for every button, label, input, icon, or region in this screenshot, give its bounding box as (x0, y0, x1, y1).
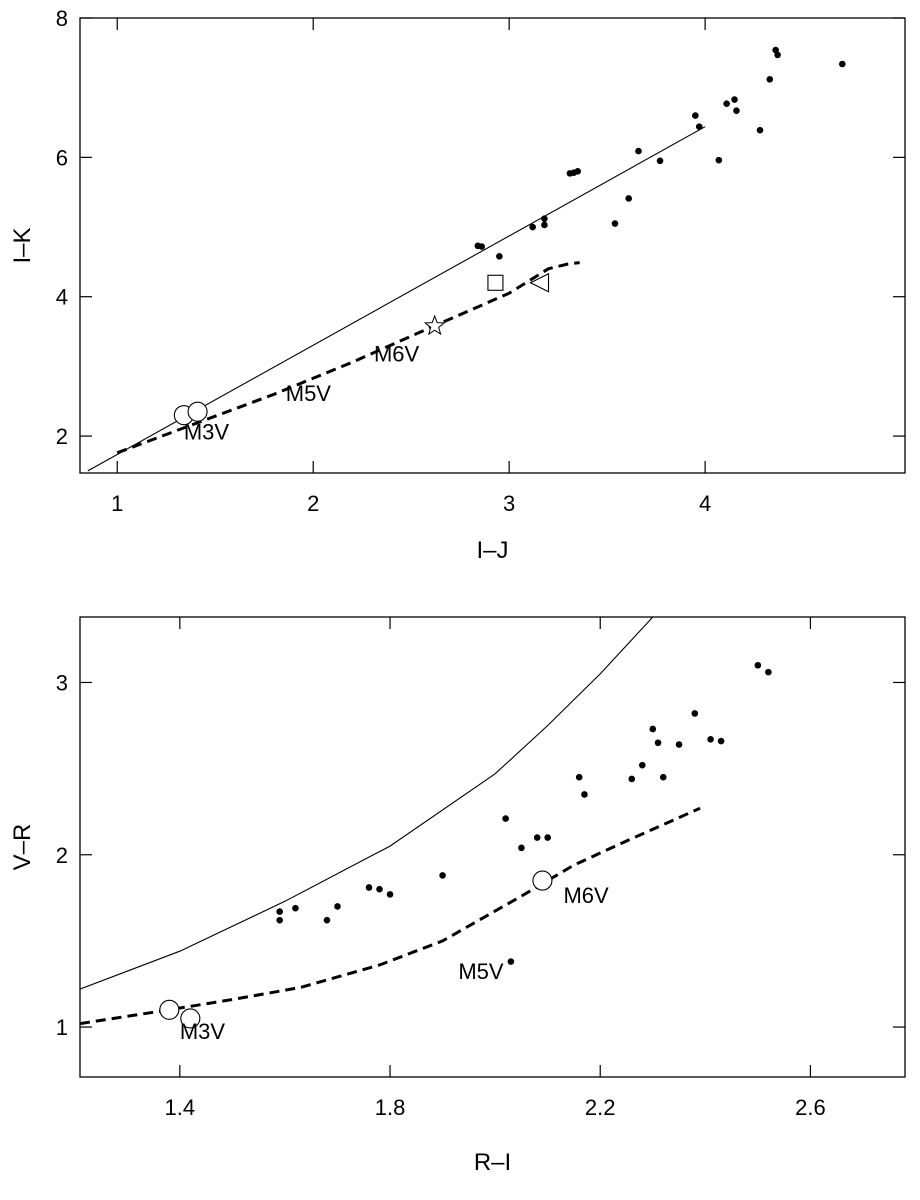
data-point (529, 223, 536, 231)
data-point (638, 761, 646, 769)
data-point (695, 123, 703, 130)
y-axis-label: V–R (9, 824, 36, 871)
data-point (675, 741, 683, 748)
data-point (365, 884, 373, 891)
data-point (439, 872, 446, 879)
plot-area (87, 46, 846, 472)
open-circle-marker (180, 1008, 201, 1029)
x-tick-label: 1 (111, 491, 123, 516)
data-point (611, 220, 619, 227)
y-tick-label: 3 (56, 670, 68, 695)
spectral-type-label: M5V (286, 381, 332, 406)
data-point (574, 167, 582, 175)
data-point (654, 739, 662, 747)
data-point (723, 100, 730, 108)
data-point (575, 773, 583, 781)
data-point (533, 834, 541, 841)
plot-frame (79, 17, 906, 474)
data-point (635, 147, 642, 155)
x-tick-label: 3 (503, 491, 515, 516)
data-point (765, 668, 772, 676)
data-point (478, 243, 486, 250)
data-point (628, 775, 636, 783)
data-point (715, 156, 723, 164)
data-point (376, 885, 383, 893)
data-point (544, 834, 551, 841)
data-point (541, 221, 548, 229)
x-tick-label: 2.2 (585, 1095, 616, 1120)
x-tick-label: 1.8 (375, 1095, 406, 1120)
open-triangle-marker (529, 272, 550, 293)
data-point (733, 107, 740, 114)
open-star-marker (423, 314, 446, 336)
data-point (717, 737, 725, 745)
data-point (756, 126, 764, 134)
data-point (707, 736, 714, 743)
spectral-type-label: M6V (563, 883, 609, 908)
spectral-type-label: M3V (180, 1019, 226, 1044)
solid-relation-line (80, 617, 654, 990)
open-circle-marker (187, 401, 208, 422)
y-tick-label: 8 (56, 6, 68, 31)
data-point (386, 891, 394, 898)
data-point (334, 903, 341, 910)
data-point (659, 773, 667, 781)
x-tick-label: 4 (699, 491, 711, 516)
data-point (656, 157, 664, 165)
data-point (276, 908, 283, 915)
data-point (838, 60, 846, 68)
data-point (502, 815, 509, 822)
spectral-type-label: M6V (374, 342, 420, 367)
open-square-marker (487, 274, 504, 291)
x-axis-label: R–I (474, 1149, 511, 1176)
data-point (581, 791, 588, 798)
x-tick-label: 2 (307, 491, 319, 516)
data-point (323, 916, 331, 924)
bottom-panel-r-i-vs-v-r: 1.4 1.8 2.2 2.6 1 2 3 R–I V–R M3V M5V M6V (9, 616, 906, 1176)
y-tick-label: 4 (56, 285, 68, 310)
data-point (292, 904, 299, 912)
top-panel-i-j-vs-i-k: 1 2 3 4 2 4 6 8 I–J I–K M3V M5V M6V (9, 6, 906, 564)
x-tick-label: 1.4 (165, 1095, 196, 1120)
y-axis-label: I–K (9, 227, 36, 263)
spectral-type-label: M3V (184, 420, 230, 445)
data-point (496, 253, 503, 260)
data-point (276, 916, 283, 924)
spectral-type-label: M5V (458, 959, 504, 984)
x-tick-label: 2.6 (795, 1095, 826, 1120)
data-point (625, 195, 632, 202)
plot-area (80, 617, 772, 1029)
data-point (518, 844, 525, 852)
data-point (731, 96, 738, 103)
plot-frame (79, 616, 906, 1078)
data-point (649, 725, 657, 733)
y-tick-label: 2 (56, 424, 68, 449)
y-tick-label: 2 (56, 843, 68, 868)
open-circle-marker (532, 870, 553, 891)
open-circle-marker (159, 999, 180, 1020)
data-point (691, 710, 699, 717)
data-point (754, 661, 762, 669)
data-point (507, 958, 515, 965)
data-point (774, 51, 781, 59)
dashed-sequence-line (80, 806, 701, 1026)
x-axis-label: I–J (476, 537, 508, 564)
data-point (766, 76, 774, 83)
data-point (692, 112, 699, 119)
y-tick-label: 1 (56, 1015, 68, 1040)
y-tick-label: 6 (56, 145, 68, 170)
